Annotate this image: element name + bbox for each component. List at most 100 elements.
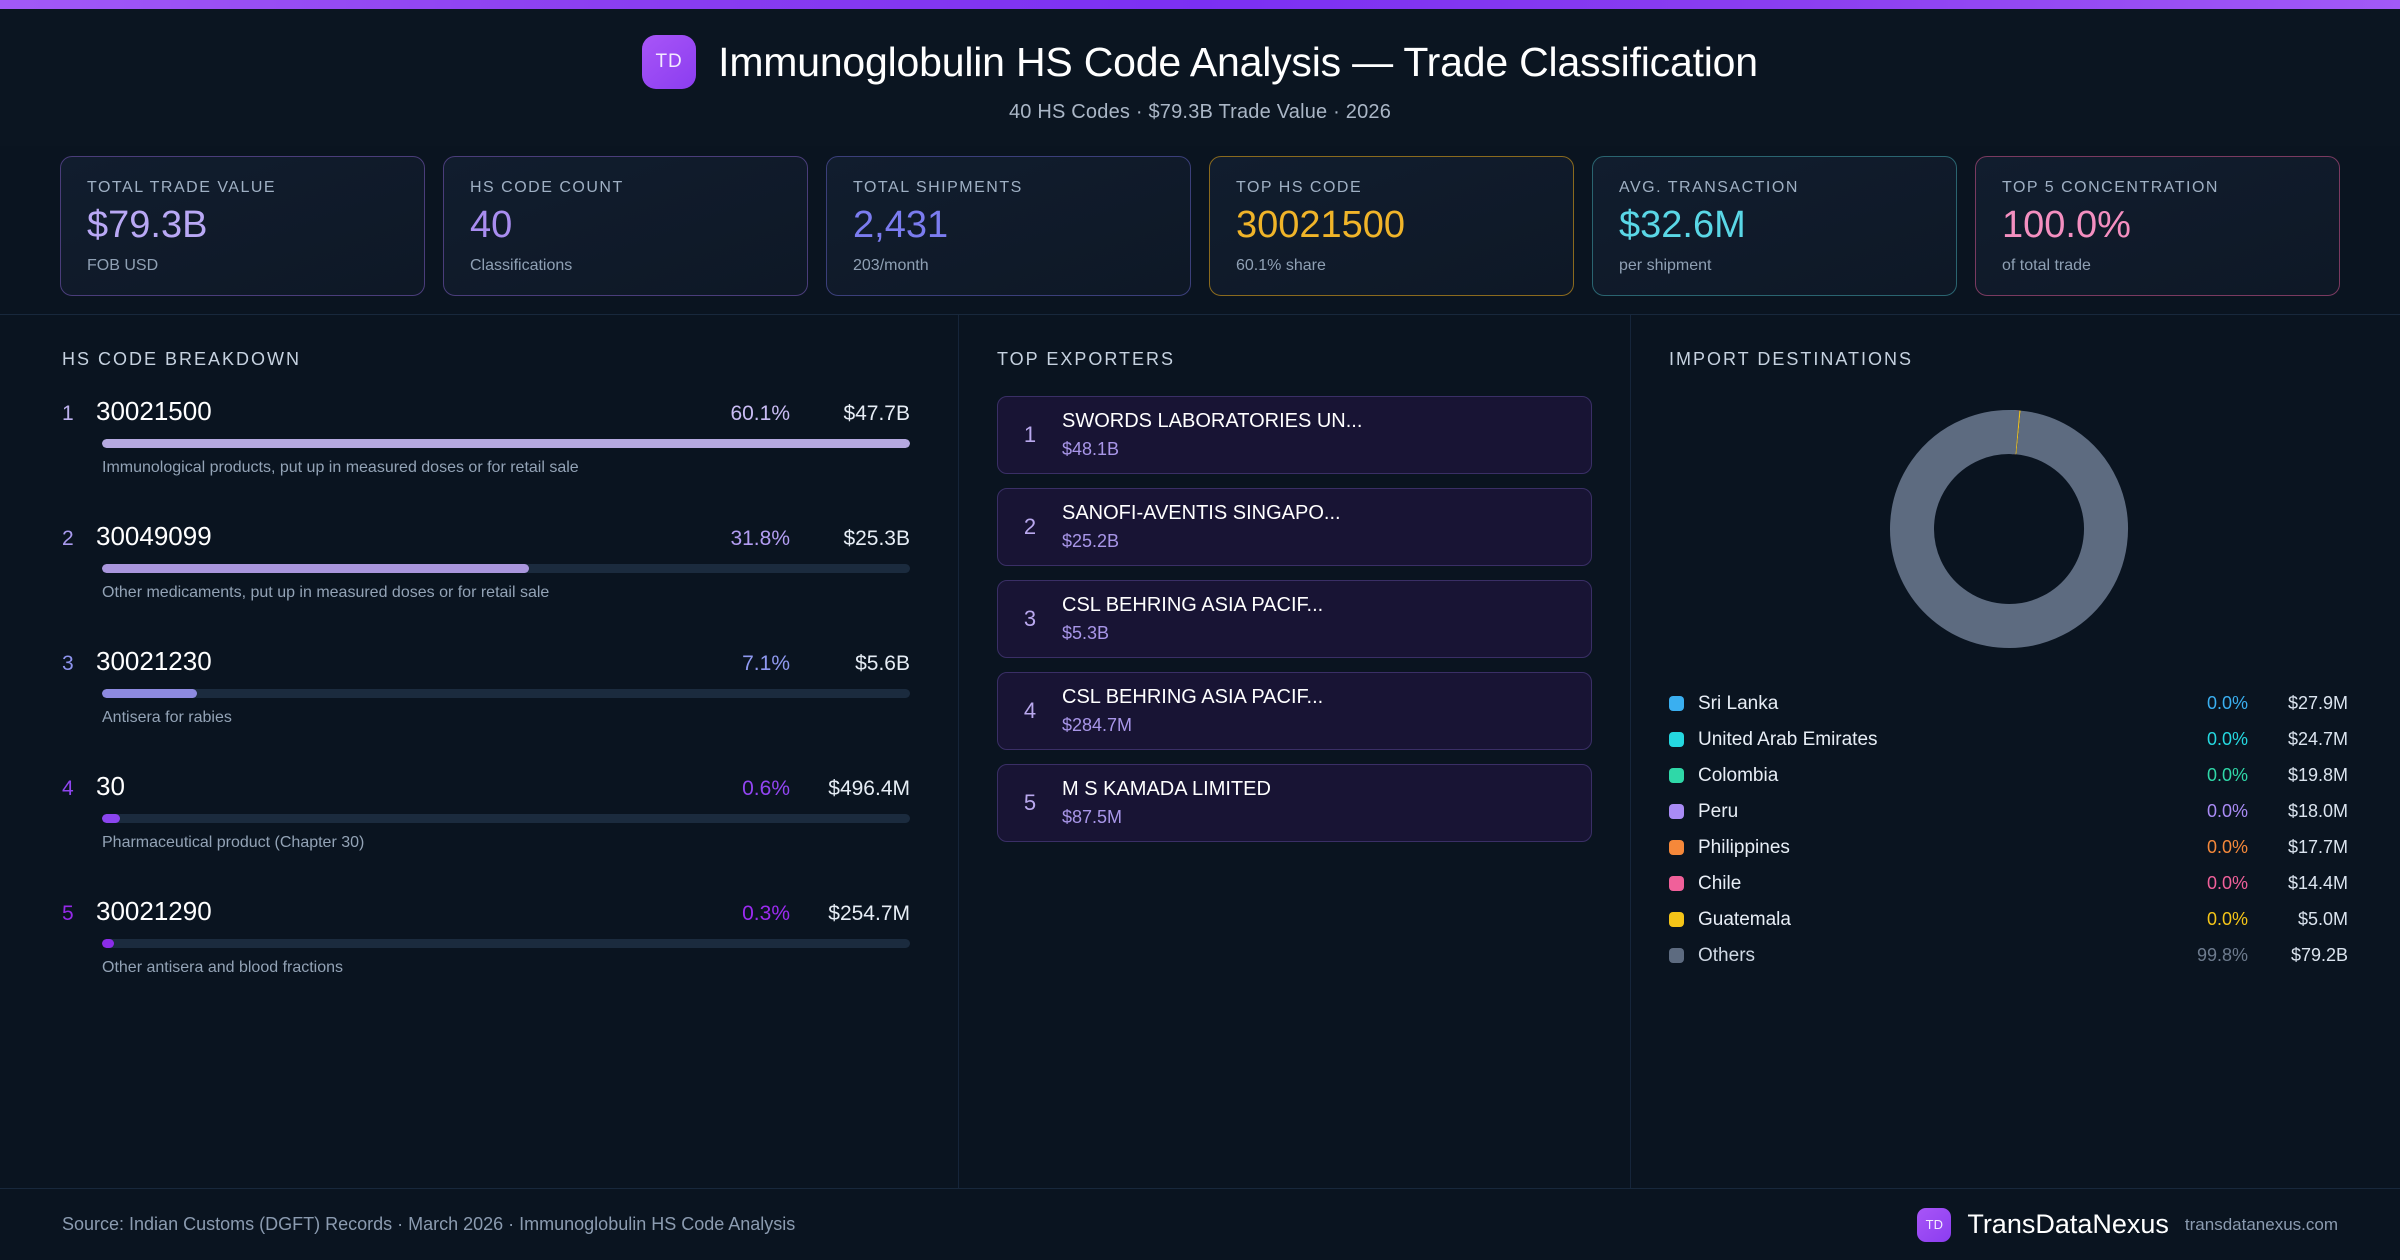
legend-percent: 99.8% [2196,945,2248,966]
exporter-body: M S KAMADA LIMITED $87.5M [1062,778,1271,828]
kpi-value: 30021500 [1236,204,1406,246]
import-destinations-title: IMPORT DESTINATIONS [1669,348,1914,369]
exporter-value: $284.7M [1062,714,1133,735]
legend-row[interactable]: Chile 0.0% $14.4M [1669,866,2348,902]
legend-percent: 0.0% [2206,909,2248,930]
hs-percent: 0.3% [742,901,790,925]
legend-color-swatch [1669,840,1684,856]
donut-slice[interactable] [1889,409,2128,648]
exporter-rank: 4 [1023,697,1037,723]
legend-row[interactable]: Peru 0.0% $18.0M [1669,794,2348,830]
hs-trade-value: $25.3B [843,526,910,550]
legend-row[interactable]: Others 99.8% $79.2B [1669,938,2348,974]
page-footer: Source: Indian Customs (DGFT) Records · … [0,1188,2400,1260]
legend-label: United Arab Emirates [1698,728,1878,750]
legend-label: Colombia [1698,764,1779,786]
donut-legend: Sri Lanka 0.0% $27.9M United Arab Emirates 0… [1669,686,2348,974]
kpi-sub-label: per shipment [1619,256,1712,274]
exporter-rank: 5 [1023,789,1037,815]
kpi-label: TOP HS CODE [1236,179,1363,196]
hs-rank: 4 [62,776,74,800]
exporter-card[interactable]: 3 CSL BEHRING ASIA PACIF... $5.3B [997,579,1592,658]
top-exporters-title: TOP EXPORTERS [997,348,1176,369]
hs-bar-track [102,563,910,573]
legend-color-swatch [1669,696,1684,712]
exporter-name: M S KAMADA LIMITED [1062,777,1271,800]
hs-code-row[interactable]: 4 30 0.6% $496.4M Pharmaceutical product (Ch… [62,771,910,852]
hs-description: Other antisera and blood fractions [102,958,344,976]
legend-percent: 0.0% [2206,693,2248,714]
top-exporters-panel: TOP EXPORTERS 1 SWORDS LABORATORIES UN...… [958,314,1630,1188]
footer-source-text: Source: Indian Customs (DGFT) Records · … [62,1214,796,1234]
kpi-label: HS CODE COUNT [470,179,624,196]
kpi-value: $79.3B [87,204,208,246]
hs-code-value: 30021500 [96,395,212,426]
main-content: HS CODE BREAKDOWN 1 30021500 60.1% $47.7B Im… [0,313,2400,1188]
exporter-body: SANOFI-AVENTIS SINGAPO... $25.2B [1062,502,1341,552]
exporter-name: CSL BEHRING ASIA PACIF... [1062,593,1324,616]
hs-code-row-header: 2 30049099 31.8% $25.3B [62,521,910,552]
hs-rank: 3 [62,651,74,675]
legend-row[interactable]: Guatemala 0.0% $5.0M [1669,902,2348,938]
hs-bar-fill [102,563,530,573]
hs-breakdown-panel: HS CODE BREAKDOWN 1 30021500 60.1% $47.7B Im… [0,315,958,1188]
kpi-value: 40 [470,204,513,246]
kpi-label: TOTAL SHIPMENTS [853,179,1023,196]
exporter-rank: 3 [1023,605,1037,631]
legend-label: Sri Lanka [1698,692,1779,714]
legend-percent: 0.0% [2206,801,2248,822]
kpi-sub-label: FOB USD [87,256,159,274]
hs-code-row-header: 1 30021500 60.1% $47.7B [62,396,910,427]
exporter-body: CSL BEHRING ASIA PACIF... $5.3B [1062,594,1323,644]
kpi-card: AVG. TRANSACTION $32.6M per shipment [1592,156,1957,296]
footer-brand-url: transdatanexus.com [2184,1214,2338,1234]
hs-code-value: 30049099 [96,520,212,551]
hs-rank: 2 [62,526,74,550]
legend-color-swatch [1669,732,1684,748]
hs-code-row-header: 5 30021290 0.3% $254.7M [62,896,910,927]
import-destinations-panel: IMPORT DESTINATIONS Sri Lanka 0.0% $27.9M U… [1630,314,2400,1188]
donut-chart [1884,404,2134,654]
kpi-card-row: TOTAL TRADE VALUE $79.3B FOB USD HS CODE CO… [0,146,2400,314]
hs-code-row[interactable]: 1 30021500 60.1% $47.7B Immunological produc… [62,396,910,477]
legend-row[interactable]: United Arab Emirates 0.0% $24.7M [1669,722,2348,758]
legend-value: $79.2B [2290,945,2348,966]
hs-bar-track [102,438,910,448]
hs-description: Pharmaceutical product (Chapter 30) [102,833,365,851]
hs-bar-fill [102,938,115,948]
kpi-card: TOTAL TRADE VALUE $79.3B FOB USD [60,156,425,296]
exporter-card[interactable]: 5 M S KAMADA LIMITED $87.5M [997,763,1592,842]
hs-percent: 7.1% [742,651,790,675]
donut-svg [1889,409,2128,648]
donut-chart-wrap [1669,396,2348,672]
exporter-name: SWORDS LABORATORIES UN... [1062,409,1363,432]
page-title: Immunoglobulin HS Code Analysis — Trade … [718,38,1758,85]
exporter-value: $87.5M [1062,806,1123,827]
exporter-card[interactable]: 2 SANOFI-AVENTIS SINGAPO... $25.2B [997,487,1592,566]
legend-row[interactable]: Philippines 0.0% $17.7M [1669,830,2348,866]
exporter-card[interactable]: 4 CSL BEHRING ASIA PACIF... $284.7M [997,671,1592,750]
legend-value: $17.7M [2287,837,2348,858]
kpi-card: TOP 5 CONCENTRATION 100.0% of total trade [1975,156,2340,296]
hs-description: Other medicaments, put up in measured do… [102,583,550,601]
legend-color-swatch [1669,768,1684,784]
kpi-card: TOP HS CODE 30021500 60.1% share [1209,156,1574,296]
legend-row[interactable]: Sri Lanka 0.0% $27.9M [1669,686,2348,722]
kpi-value: $32.6M [1619,204,1746,246]
exporter-rank: 1 [1023,421,1037,447]
legend-value: $14.4M [2287,873,2348,894]
hs-description: Immunological products, put up in measur… [102,458,579,476]
exporter-rank: 2 [1023,513,1037,539]
hs-code-row[interactable]: 2 30049099 31.8% $25.3B Other medicaments, p… [62,521,910,602]
hs-breakdown-title: HS CODE BREAKDOWN [62,348,302,369]
hs-bar-track [102,938,910,948]
footer-brand-name: TransDataNexus [1967,1209,2169,1239]
legend-percent: 0.0% [2206,837,2248,858]
hs-percent: 0.6% [742,776,790,800]
exporter-card[interactable]: 1 SWORDS LABORATORIES UN... $48.1B [997,395,1592,474]
legend-percent: 0.0% [2206,873,2248,894]
legend-color-swatch [1669,948,1684,964]
legend-row[interactable]: Colombia 0.0% $19.8M [1669,758,2348,794]
hs-code-row[interactable]: 3 30021230 7.1% $5.6B Antisera for rabies [62,646,910,727]
hs-code-row[interactable]: 5 30021290 0.3% $254.7M Other antisera and b… [62,896,910,977]
